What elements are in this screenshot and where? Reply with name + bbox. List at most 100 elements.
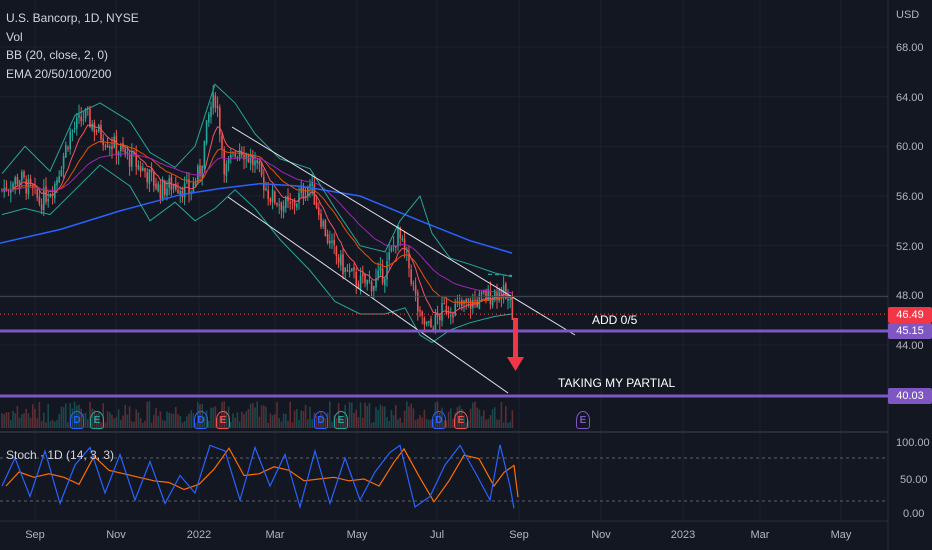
y-tick: 64.00 <box>896 92 924 104</box>
volume-bar <box>377 409 379 428</box>
annotation-add[interactable]: ADD 0/5 <box>592 313 638 327</box>
legend-bollinger[interactable]: BB (20, close, 2, 0) <box>6 48 109 62</box>
volume-bar <box>146 401 148 428</box>
candle-body <box>223 149 225 175</box>
candle-body <box>137 164 140 170</box>
candle-body <box>434 314 437 332</box>
candle-body <box>469 300 472 309</box>
volume-bar <box>177 414 179 428</box>
volume-bar <box>450 408 452 428</box>
volume-bar <box>164 420 166 428</box>
volume-bar <box>172 413 175 428</box>
candle-body <box>507 298 509 301</box>
volume-bar <box>397 419 399 428</box>
candle-body <box>227 158 230 164</box>
candle-body <box>355 271 357 286</box>
volume-bar <box>395 405 397 428</box>
volume-bar <box>232 413 234 428</box>
volume-bar <box>496 419 498 428</box>
volume-bar <box>49 421 52 428</box>
bb-lower-line <box>1 164 513 344</box>
candle-body <box>417 292 419 312</box>
candle-body <box>505 283 507 299</box>
candle-body <box>388 252 390 260</box>
ema100-line <box>1 153 513 294</box>
volume-bar <box>483 410 485 428</box>
candle-body <box>221 135 223 149</box>
volume-bar <box>276 402 278 428</box>
volume-bar <box>192 413 195 428</box>
volume-bar <box>27 413 30 428</box>
volume-bar <box>423 409 426 428</box>
legend-ema[interactable]: EMA 20/50/100/200 <box>6 66 112 81</box>
candle-body <box>18 180 21 186</box>
dividend-badge[interactable]: D <box>70 411 84 429</box>
candle-body <box>278 204 280 206</box>
volume-bar <box>212 407 214 428</box>
candle-body <box>133 152 135 155</box>
volume-bar <box>408 406 410 428</box>
candle-body <box>146 172 148 183</box>
candle-body <box>265 188 267 191</box>
volume-bar <box>256 401 258 428</box>
candle-body <box>115 135 118 155</box>
candle-body <box>216 106 219 109</box>
candle-body <box>243 154 245 160</box>
candle-body <box>296 204 298 208</box>
volume-bar <box>265 406 267 428</box>
candle-body <box>71 130 74 133</box>
dividend-badge[interactable]: D <box>194 411 208 429</box>
stoch-legend[interactable]: Stoch · 1D (14, 3, 3) <box>6 448 115 462</box>
earnings-badge[interactable]: E <box>334 411 348 429</box>
volume-bar <box>168 412 170 428</box>
volume-bar <box>56 419 58 428</box>
volume-bar <box>181 422 184 428</box>
annotation-partial[interactable]: TAKING MY PARTIAL <box>558 376 676 390</box>
volume-bar <box>183 421 186 428</box>
candle-body <box>58 176 60 183</box>
candle-body <box>370 281 373 292</box>
candle-body <box>353 266 355 271</box>
candle-body <box>293 201 296 206</box>
volume-bar <box>40 421 43 428</box>
candle-body <box>399 227 401 239</box>
volume-bar <box>155 408 157 428</box>
volume-bar <box>36 418 38 428</box>
dividend-badge[interactable]: D <box>432 411 446 429</box>
volume-bar <box>210 407 212 428</box>
volume-bar <box>487 418 489 428</box>
earnings-badge[interactable]: E <box>216 411 230 429</box>
dividend-badge[interactable]: D <box>314 411 328 429</box>
candle-body <box>144 167 146 172</box>
legend-volume[interactable]: Vol <box>6 29 23 44</box>
volume-bar <box>329 401 331 428</box>
earnings-badge[interactable]: E <box>454 411 468 429</box>
volume-bar <box>494 407 496 428</box>
candle-body <box>157 183 159 192</box>
candle-body <box>302 185 305 199</box>
candle-body <box>245 154 247 160</box>
candle-body <box>36 189 38 198</box>
candle-body <box>126 151 129 154</box>
legend-title[interactable]: U.S. Bancorp, 1D, NYSE <box>6 11 139 25</box>
candle-body <box>333 239 335 245</box>
y-tick: 68.00 <box>896 42 924 54</box>
volume-bar <box>386 417 388 428</box>
x-tick: 2023 <box>670 529 696 541</box>
volume-bar <box>260 405 263 428</box>
bb-upper-line <box>1 83 513 278</box>
volume-bar <box>417 418 419 428</box>
volume-bar <box>366 406 368 428</box>
candle-body <box>194 182 197 186</box>
candle-body <box>21 171 23 181</box>
volume-bar <box>58 414 60 428</box>
earnings-badge[interactable]: E <box>576 411 590 429</box>
stoch-d-line <box>5 447 519 503</box>
candle-body <box>436 312 439 317</box>
stoch-y-tick: 0.00 <box>903 508 925 520</box>
candle-body <box>212 93 214 109</box>
volume-bar <box>126 414 129 428</box>
earnings-badge[interactable]: E <box>90 411 104 429</box>
candle-body <box>443 303 445 305</box>
